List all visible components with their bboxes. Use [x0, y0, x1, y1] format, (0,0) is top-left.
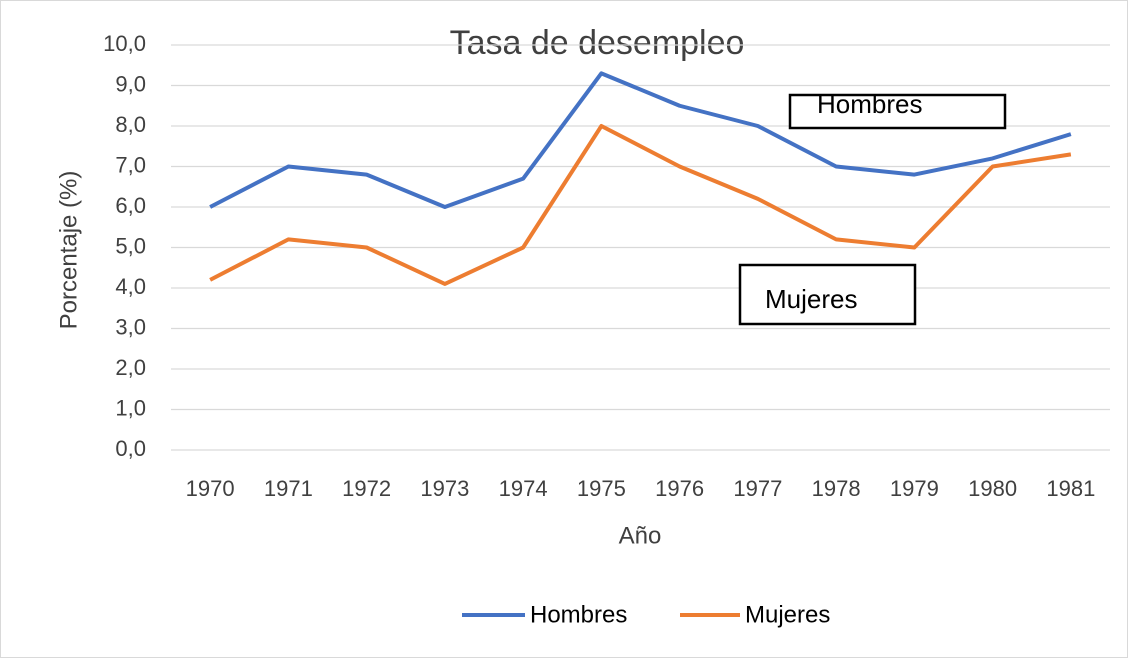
annotation-text: Hombres — [817, 89, 922, 119]
x-tick-label: 1973 — [420, 476, 469, 501]
y-tick-label: 7,0 — [115, 152, 146, 177]
x-tick-label: 1970 — [186, 476, 235, 501]
y-axis-title: Porcentaje (%) — [55, 171, 82, 330]
y-tick-label: 0,0 — [115, 436, 146, 461]
chart-title: Tasa de desempleo — [450, 24, 745, 62]
y-tick-label: 10,0 — [103, 31, 146, 56]
x-tick-label: 1977 — [733, 476, 782, 501]
x-tick-label: 1981 — [1046, 476, 1095, 501]
x-tick-label: 1975 — [577, 476, 626, 501]
y-tick-label: 9,0 — [115, 71, 146, 96]
legend-label: Hombres — [530, 601, 627, 628]
x-tick-label: 1976 — [655, 476, 704, 501]
x-tick-label: 1979 — [890, 476, 939, 501]
x-tick-label: 1971 — [264, 476, 313, 501]
annotation-text: Mujeres — [765, 284, 857, 314]
x-axis-title: Año — [619, 522, 662, 549]
x-tick-label: 1978 — [812, 476, 861, 501]
series-line — [209, 124, 1072, 286]
annotation-box — [738, 263, 917, 326]
annotation-box — [788, 93, 1007, 130]
y-tick-label: 2,0 — [115, 355, 146, 380]
x-tick-label: 1972 — [342, 476, 391, 501]
y-tick-label: 3,0 — [115, 314, 146, 339]
x-tick-label: 1974 — [499, 476, 548, 501]
y-tick-label: 8,0 — [115, 112, 146, 137]
y-tick-label: 5,0 — [115, 233, 146, 258]
y-tick-label: 4,0 — [115, 274, 146, 299]
series-line — [209, 71, 1072, 209]
legend-label: Mujeres — [745, 601, 830, 628]
x-tick-label: 1980 — [968, 476, 1017, 501]
y-tick-label: 6,0 — [115, 193, 146, 218]
y-tick-label: 1,0 — [115, 395, 146, 420]
